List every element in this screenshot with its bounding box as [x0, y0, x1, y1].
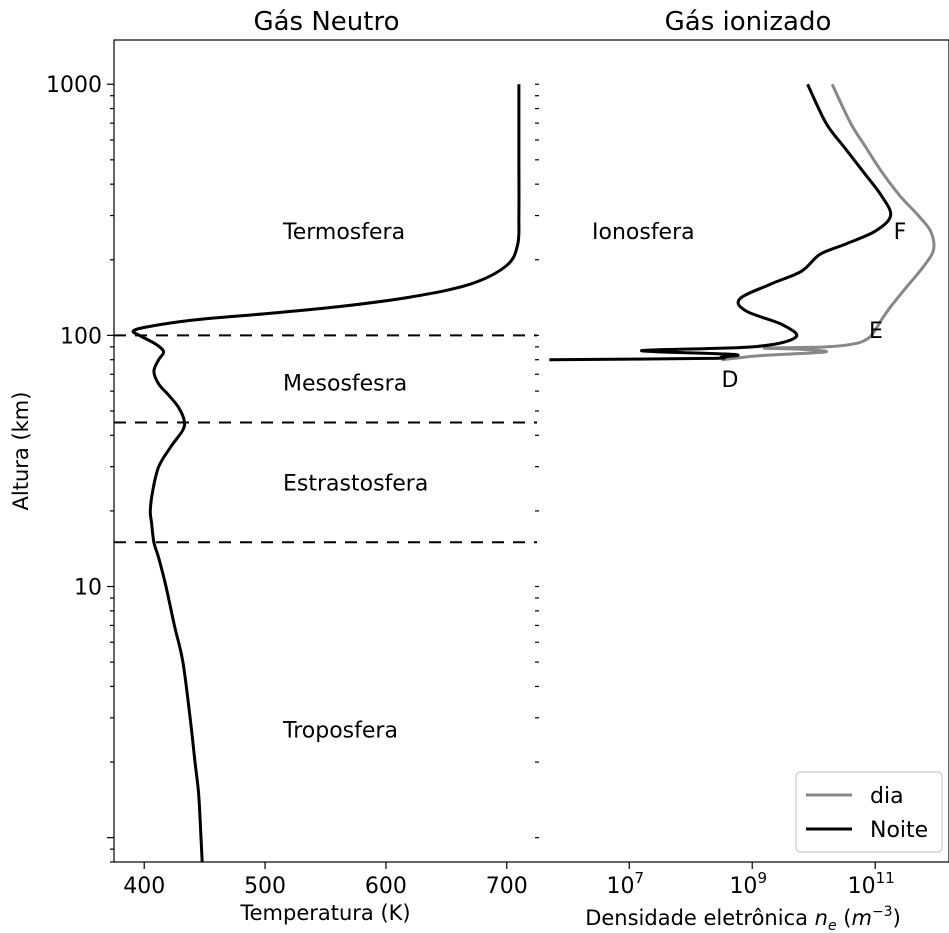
y-tick-label: 100 [60, 324, 102, 349]
density-label-prefix: Densidade eletrônica [585, 906, 814, 930]
legend: dia Noite [795, 771, 943, 853]
layer-label: Estrastosfera [283, 471, 428, 496]
density-unit: m [851, 906, 871, 930]
ionospheric-layer-label: F [894, 220, 907, 245]
x-tick-label-density: 109 [729, 869, 767, 899]
x-tick-label-temperature: 500 [244, 874, 286, 899]
right-panel-title: Gás ionizado [665, 7, 832, 37]
density-line-dia [721, 83, 936, 362]
x-tick-label-density: 107 [606, 869, 644, 899]
density-unit-close: ) [893, 906, 901, 930]
tick-exponent: 7 [634, 869, 644, 887]
x-axis-label-density: Densidade eletrônica ne (m−3) [585, 904, 901, 933]
plot-frame [113, 39, 949, 863]
ionospheric-layer-label: D [721, 368, 738, 393]
tick-base: 10 [729, 874, 757, 899]
x-axis-label-temperature: Temperatura (K) [239, 901, 410, 925]
legend-label-dia: dia [870, 784, 904, 809]
x-tick-label-temperature: 600 [365, 874, 407, 899]
tick-exponent: 9 [757, 869, 767, 887]
density-unit-open: ( [837, 906, 852, 930]
panel-divider [535, 83, 539, 839]
region-labels: Termosfera Mesosfesra Estrastosfera Troposf… [282, 220, 906, 743]
data-series [131, 83, 936, 863]
tick-exponent: 11 [876, 869, 895, 887]
density-line-noite [549, 83, 893, 362]
temperature-profile-line [131, 84, 521, 863]
ionospheric-layer-label: E [869, 319, 883, 344]
legend-label-noite: Noite [870, 818, 928, 843]
x-tick-label-temperature: 400 [123, 874, 165, 899]
x-tick-label-temperature: 700 [486, 874, 528, 899]
y-tick-label: 1000 [46, 73, 102, 98]
layer-label: Termosfera [282, 220, 405, 245]
tick-base: 10 [848, 874, 876, 899]
layer-label: Troposfera [282, 718, 398, 743]
tick-base: 10 [606, 874, 634, 899]
left-panel-title: Gás Neutro [253, 7, 399, 37]
x-tick-label-density: 1011 [848, 869, 895, 899]
density-unit-exponent: −3 [872, 904, 893, 920]
y-tick-label: 10 [74, 576, 102, 601]
y-axis-label: Altura (km) [9, 392, 33, 511]
density-symbol: n [815, 906, 828, 930]
layer-label: Mesosfesra [283, 371, 407, 396]
density-subscript: e [828, 918, 837, 933]
ionosphere-label: Ionosfera [592, 220, 695, 245]
legend-box [795, 771, 943, 853]
